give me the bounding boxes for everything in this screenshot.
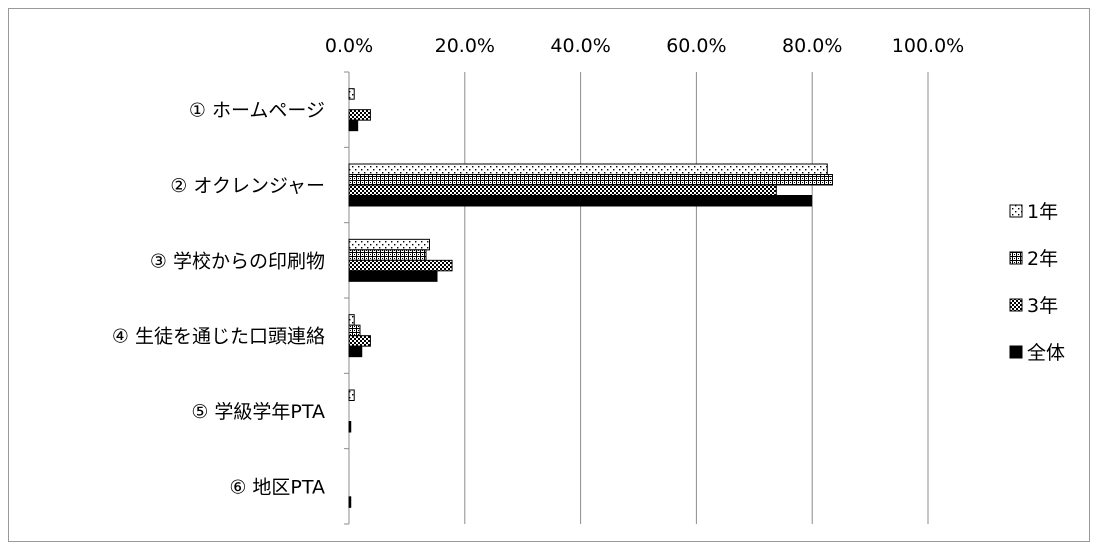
bar — [348, 270, 438, 282]
chart-frame — [8, 8, 1090, 542]
category-label: ① ホームページ — [189, 100, 325, 122]
x-tick-label: 20.0% — [435, 35, 495, 57]
category-label: ④ 生徒を通じた口頭連絡 — [112, 326, 325, 348]
bar — [348, 163, 828, 175]
bar — [348, 119, 359, 132]
bar — [348, 174, 833, 186]
legend-swatch — [1009, 345, 1023, 359]
bar — [348, 249, 427, 261]
x-axis-ticks: 0.0% 20.0% 40.0% 60.0% 80.0% 100.0% — [325, 35, 964, 57]
category-label: ⑥ 地区PTA — [229, 476, 325, 498]
bar — [348, 324, 361, 337]
bar — [348, 421, 352, 433]
x-tick-label: 0.0% — [325, 35, 373, 57]
x-tick-label: 40.0% — [550, 35, 610, 57]
category-label: ⑤ 学級学年PTA — [191, 401, 325, 423]
x-tick-label: 60.0% — [666, 35, 726, 57]
legend-label: 2年 — [1027, 248, 1058, 270]
legend-swatch — [1009, 298, 1023, 312]
bar — [348, 259, 453, 272]
bar — [348, 389, 355, 401]
bar — [348, 345, 363, 358]
bar — [348, 314, 355, 326]
legend-swatch — [1009, 204, 1023, 218]
bar — [348, 496, 352, 508]
gridlines — [344, 71, 929, 525]
category-label: ③ 学校からの印刷物 — [150, 250, 325, 272]
x-tick-label: 80.0% — [782, 35, 842, 57]
bar — [348, 88, 355, 100]
bar — [348, 238, 430, 251]
legend-label: 3年 — [1027, 295, 1058, 317]
bar — [348, 195, 813, 207]
bars — [348, 88, 833, 508]
x-tick-label: 100.0% — [892, 35, 964, 57]
category-labels: ① ホームページ ② オクレンジャー ③ 学校からの印刷物 ④ 生徒を通じた口頭連絡 ⑤… — [112, 100, 325, 499]
bar — [348, 184, 777, 196]
bar — [348, 109, 371, 121]
legend-label: 1年 — [1027, 201, 1058, 223]
legend-label: 全体 — [1027, 342, 1065, 364]
category-label: ② オクレンジャー — [170, 175, 325, 197]
legend-swatch — [1009, 251, 1023, 265]
bar — [348, 335, 371, 347]
